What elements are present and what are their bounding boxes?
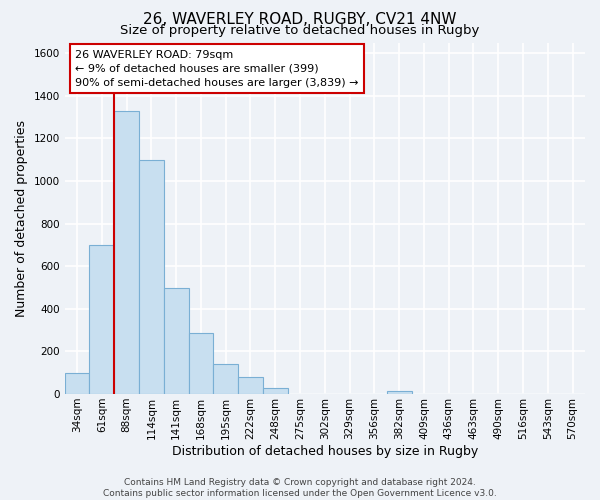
Bar xyxy=(263,388,287,394)
Bar xyxy=(188,334,214,394)
Bar xyxy=(65,372,89,394)
Bar xyxy=(214,364,238,394)
Bar xyxy=(114,110,139,394)
Bar xyxy=(164,288,188,394)
Bar xyxy=(139,160,164,394)
Text: Size of property relative to detached houses in Rugby: Size of property relative to detached ho… xyxy=(121,24,479,37)
Bar xyxy=(238,377,263,394)
X-axis label: Distribution of detached houses by size in Rugby: Distribution of detached houses by size … xyxy=(172,444,478,458)
Bar xyxy=(387,391,412,394)
Bar xyxy=(89,245,114,394)
Text: 26 WAVERLEY ROAD: 79sqm
← 9% of detached houses are smaller (399)
90% of semi-de: 26 WAVERLEY ROAD: 79sqm ← 9% of detached… xyxy=(75,50,359,88)
Text: Contains HM Land Registry data © Crown copyright and database right 2024.
Contai: Contains HM Land Registry data © Crown c… xyxy=(103,478,497,498)
Y-axis label: Number of detached properties: Number of detached properties xyxy=(15,120,28,317)
Text: 26, WAVERLEY ROAD, RUGBY, CV21 4NW: 26, WAVERLEY ROAD, RUGBY, CV21 4NW xyxy=(143,12,457,28)
